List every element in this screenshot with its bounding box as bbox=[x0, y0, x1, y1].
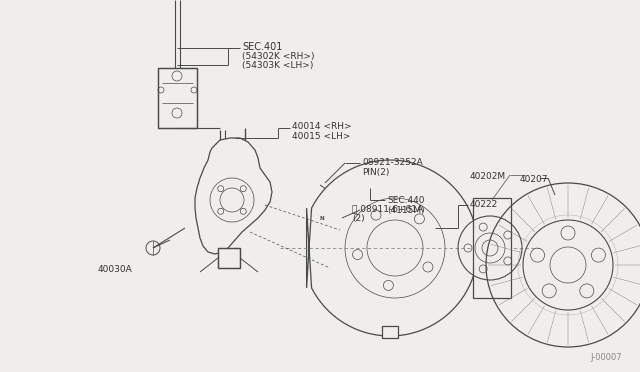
Text: 40222: 40222 bbox=[470, 200, 499, 209]
Text: 40014 <RH>: 40014 <RH> bbox=[292, 122, 351, 131]
Text: SEC.401: SEC.401 bbox=[242, 42, 282, 52]
Text: Ⓝ 08911-6+61A: Ⓝ 08911-6+61A bbox=[352, 204, 423, 213]
Text: 08921-3252A: 08921-3252A bbox=[362, 158, 423, 167]
Text: (54303K <LH>): (54303K <LH>) bbox=[242, 61, 314, 70]
Text: 40030A: 40030A bbox=[98, 265, 132, 274]
Text: 40015 <LH>: 40015 <LH> bbox=[292, 132, 351, 141]
Polygon shape bbox=[195, 138, 272, 254]
Text: J-00007: J-00007 bbox=[590, 353, 622, 362]
Polygon shape bbox=[382, 326, 398, 338]
Polygon shape bbox=[473, 198, 511, 298]
Polygon shape bbox=[307, 160, 478, 336]
Polygon shape bbox=[218, 248, 240, 268]
Text: N: N bbox=[320, 215, 324, 221]
Text: (2): (2) bbox=[352, 214, 365, 223]
Text: (4115M): (4115M) bbox=[387, 206, 424, 215]
Text: SEC.440: SEC.440 bbox=[387, 196, 424, 205]
Text: 40202M: 40202M bbox=[470, 172, 506, 181]
Text: 40207: 40207 bbox=[520, 175, 548, 184]
Text: PIN(2): PIN(2) bbox=[362, 168, 389, 177]
Text: (54302K <RH>): (54302K <RH>) bbox=[242, 52, 314, 61]
Polygon shape bbox=[158, 68, 197, 128]
